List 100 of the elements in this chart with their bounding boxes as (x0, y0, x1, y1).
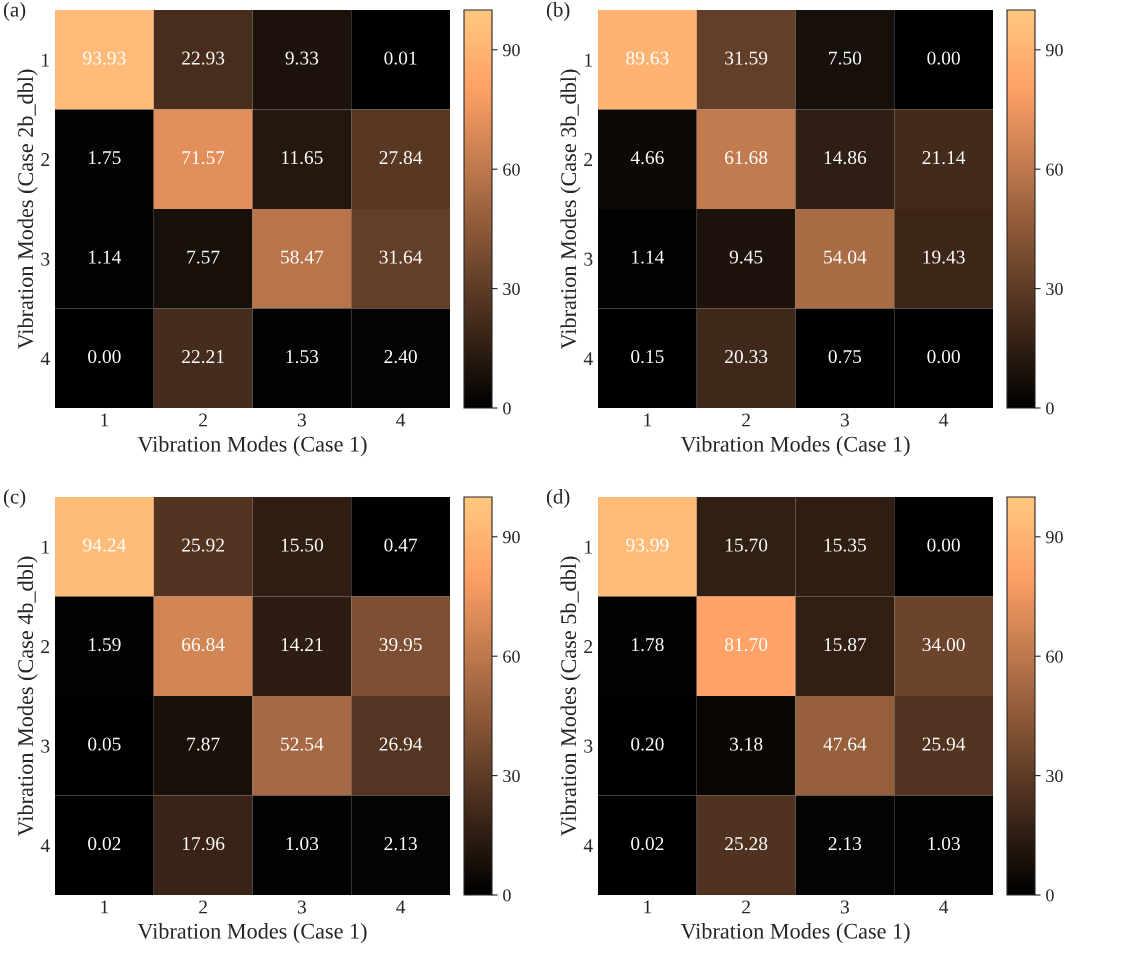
data-label: 9.33 (285, 51, 319, 65)
data-label: 0.00 (927, 350, 960, 364)
x-tick-label: 2 (742, 413, 750, 427)
data-label: 1.78 (632, 638, 664, 652)
x-tick-label: 4 (396, 413, 406, 427)
data-label: 25.28 (725, 837, 768, 851)
y-tick-label: 2 (584, 153, 593, 166)
y-tick-label: 2 (41, 153, 50, 166)
color-bar-label: 90 (503, 44, 520, 57)
x-tick-label: 4 (939, 413, 949, 427)
x-tick-label: 3 (840, 413, 849, 427)
color-bar-label: 60 (1046, 163, 1063, 176)
x-tick-label: 1 (101, 900, 109, 914)
data-label: 2.13 (384, 837, 417, 851)
data-label: 47.64 (823, 737, 867, 751)
data-label: 7.87 (187, 737, 220, 751)
data-label: 52.54 (281, 737, 324, 751)
x-tick-label: 4 (396, 900, 406, 914)
data-label: 0.20 (631, 737, 664, 751)
data-label: 61.68 (725, 151, 768, 165)
data-label: 26.94 (379, 737, 423, 751)
y-tick-label: 2 (41, 640, 50, 653)
y-tick-label: 1 (42, 540, 49, 554)
data-label: 15.87 (824, 638, 867, 652)
y-tick-label: 2 (584, 640, 593, 653)
y-tick-label: 3 (41, 739, 50, 753)
data-label: 81.70 (724, 638, 768, 652)
x-tick-label: 1 (644, 900, 652, 914)
data-label: 1.14 (632, 250, 665, 264)
data-label: 21.14 (922, 151, 966, 165)
x-tick-label: 3 (840, 900, 849, 914)
data-label: 94.24 (83, 538, 126, 552)
color-bar-label: 60 (1046, 650, 1063, 663)
y-tick-label: 4 (583, 352, 593, 365)
chart-title: (a) (3, 2, 26, 21)
x-axis-title: Vibration Modes (Case 1) (680, 923, 910, 944)
data-label: 0.75 (828, 350, 862, 364)
color-bar-label: 90 (1046, 44, 1063, 57)
data-label: 0.47 (384, 538, 418, 552)
chart-title: (c) (3, 489, 26, 508)
data-label: 66.84 (182, 638, 225, 652)
chart-title: (d) (546, 489, 570, 508)
data-label: 14.21 (281, 638, 323, 652)
data-label: 15.35 (824, 538, 866, 552)
y-tick-label: 3 (584, 739, 593, 753)
data-label: 1.75 (89, 151, 121, 165)
x-tick-label: 3 (297, 900, 306, 914)
y-tick-label: 1 (585, 540, 592, 554)
data-label: 3.18 (730, 737, 763, 751)
y-tick-label: 4 (40, 839, 50, 852)
x-tick-label: 1 (644, 413, 652, 427)
data-label: 0.05 (88, 737, 121, 751)
x-tick-label: 4 (939, 900, 949, 914)
x-tick-label: 2 (742, 900, 750, 914)
data-label: 0.00 (927, 538, 960, 552)
data-label: 14.86 (824, 151, 867, 165)
color-bar-label: 30 (503, 282, 520, 296)
data-label: 2.13 (828, 837, 862, 851)
data-label: 1.03 (928, 837, 960, 851)
color-bar-label: 90 (1046, 531, 1063, 544)
color-bar-label: 30 (1046, 769, 1063, 783)
x-tick-label: 2 (199, 413, 207, 427)
color-bar-label: 0 (1046, 402, 1054, 415)
color-bar-label: 90 (503, 531, 520, 544)
color-bar-label: 0 (503, 889, 511, 902)
x-tick-label: 3 (297, 413, 306, 427)
y-tick-label: 3 (41, 252, 50, 266)
color-bar-label: 0 (1046, 889, 1054, 902)
color-bar-label: 60 (503, 163, 520, 176)
y-tick-label: 3 (584, 252, 593, 266)
x-axis-title: Vibration Modes (Case 1) (137, 436, 367, 457)
data-label: 11.65 (282, 151, 323, 165)
data-label: 39.95 (379, 638, 422, 652)
data-label: 89.63 (626, 51, 669, 65)
data-label: 7.50 (829, 51, 862, 65)
data-label: 93.99 (626, 538, 669, 552)
data-label: 4.66 (630, 151, 664, 165)
data-label: 9.45 (729, 250, 763, 264)
data-label: 20.33 (725, 350, 768, 364)
data-label: 17.96 (182, 837, 225, 851)
data-label: 0.00 (927, 51, 960, 65)
y-axis-title: Vibration Modes (Case 4b_dbl) (17, 556, 38, 837)
data-label: 93.93 (83, 51, 126, 65)
data-label: 0.02 (631, 837, 664, 851)
color-bar-label: 30 (503, 769, 520, 783)
data-label: 0.02 (88, 837, 121, 851)
data-label: 25.92 (182, 538, 224, 552)
data-label: 58.47 (281, 250, 324, 264)
data-label: 54.04 (824, 250, 867, 264)
data-label: 22.21 (182, 350, 224, 364)
data-label: 0.15 (631, 350, 664, 364)
data-label: 19.43 (923, 250, 965, 264)
data-label: 1.03 (286, 837, 319, 851)
data-label: 2.40 (384, 350, 417, 364)
y-axis-title: Vibration Modes (Case 5b_dbl) (560, 556, 581, 837)
y-axis-title: Vibration Modes (Case 2b_dbl) (17, 69, 38, 350)
data-label: 1.59 (89, 638, 121, 652)
data-label: 31.59 (725, 51, 768, 65)
x-axis-title: Vibration Modes (Case 1) (680, 436, 910, 457)
data-label: 34.00 (922, 638, 965, 652)
